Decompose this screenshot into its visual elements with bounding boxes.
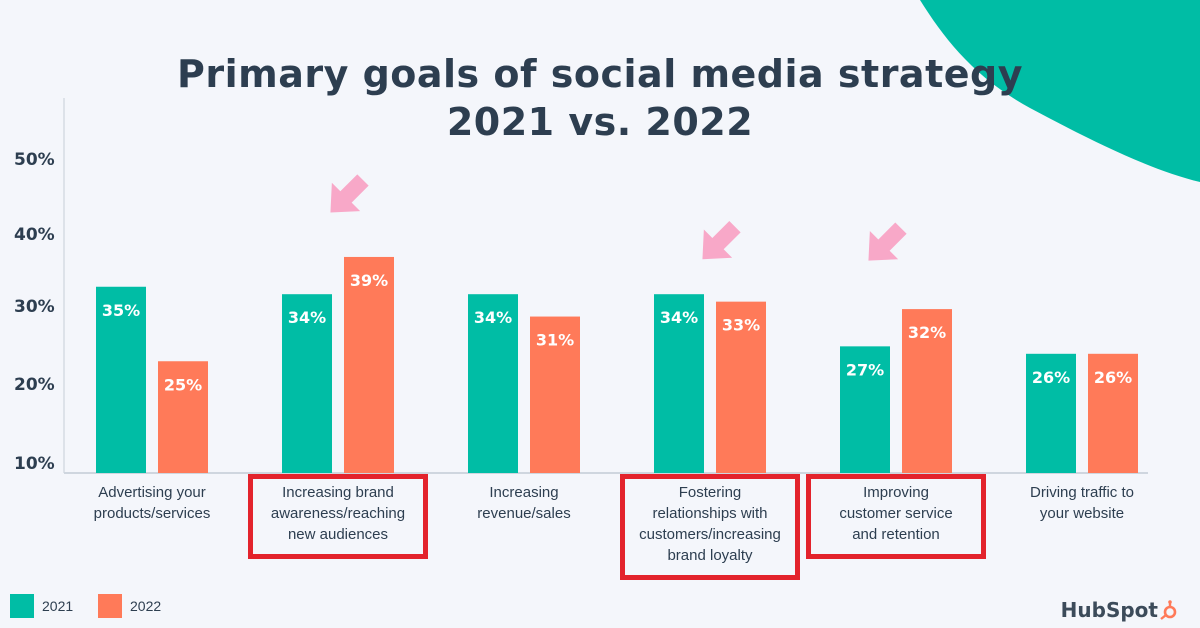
category-label-line: Increasing — [489, 484, 559, 501]
category-label-4: Improving customer service and retention — [806, 482, 986, 545]
bar-2021-0 — [96, 286, 146, 473]
highlight-box-3 — [620, 474, 800, 580]
category-label-line: your website — [1039, 505, 1125, 522]
hubspot-logo: HubSpot — [1061, 598, 1178, 622]
bar-value-label: 32% — [908, 323, 946, 342]
category-label-line: Fostering — [678, 484, 742, 501]
category-label-line: relationships with — [652, 505, 768, 522]
category-label-line: and retention — [852, 526, 940, 543]
pink-arrow-icon — [702, 221, 741, 260]
bar-2021-2 — [468, 294, 518, 473]
chart-title-line-2: 2021 vs. 2022 — [446, 100, 754, 144]
bar-2021-3 — [654, 294, 704, 473]
bar-2022-2 — [530, 316, 580, 473]
category-label-line: brand loyalty — [667, 547, 753, 564]
category-label-line: new audiences — [287, 526, 389, 543]
category-label-line: Advertising your — [98, 484, 206, 501]
sprocket-icon — [1160, 600, 1177, 620]
bar-2022-4 — [902, 309, 952, 473]
chart-title-line-1: Primary goals of social media strategy — [176, 52, 1023, 96]
y-tick-label: 40% — [14, 225, 55, 245]
category-label-line: revenue/sales — [477, 505, 571, 522]
category-label-line: customer service — [839, 505, 953, 522]
bar-value-label: 34% — [288, 308, 326, 327]
bar-value-label: 35% — [102, 301, 140, 320]
bar-2022-1 — [344, 256, 394, 473]
bar-value-label: 26% — [1032, 368, 1070, 387]
bar-value-label: 26% — [1094, 368, 1132, 387]
y-tick-label: 30% — [14, 297, 55, 317]
bar-value-label: 31% — [536, 331, 574, 350]
category-label-0: Advertising your products/services — [62, 482, 242, 524]
bar-value-label: 39% — [350, 271, 388, 290]
bar-value-label: 34% — [660, 308, 698, 327]
bar-value-label: 34% — [474, 308, 512, 327]
category-label-5: Driving traffic to your website — [992, 482, 1172, 524]
category-label-line: awareness/reaching — [270, 505, 406, 522]
legend-label-2021: 2021 — [42, 598, 74, 614]
bar-value-label: 33% — [722, 316, 760, 335]
bar-2022-5 — [1088, 353, 1138, 473]
legend-swatch-2022 — [98, 594, 122, 618]
category-label-line: Improving — [863, 484, 929, 501]
bar-2021-1 — [282, 294, 332, 473]
legend-item-2022: 2022 — [98, 594, 161, 618]
category-label-line: products/services — [93, 505, 211, 522]
bar-2022-0 — [158, 361, 208, 473]
legend-swatch-2021 — [10, 594, 34, 618]
y-tick-label: 50% — [14, 150, 55, 170]
bar-2022-3 — [716, 301, 766, 473]
bar-2021-4 — [840, 346, 890, 473]
category-label-line: Driving traffic to — [1030, 484, 1134, 501]
y-tick-label: 20% — [14, 375, 55, 395]
pink-arrow-icon — [868, 222, 907, 261]
bar-value-label: 27% — [846, 360, 884, 379]
legend-label-2022: 2022 — [130, 598, 162, 614]
pink-arrow-icon — [330, 174, 369, 213]
bar-value-label: 25% — [164, 375, 202, 394]
logo-text: HubSpot — [1060, 598, 1158, 622]
bar-2021-5 — [1026, 353, 1076, 473]
category-label-line: Increasing brand — [282, 484, 394, 501]
category-label-1: Increasing brand awareness/reaching new au… — [248, 482, 428, 545]
highlight-box-1 — [248, 474, 428, 559]
legend-item-2021: 2021 — [10, 594, 73, 618]
category-label-line: customers/increasing — [639, 526, 781, 543]
y-tick-label: 10% — [14, 454, 55, 474]
highlight-box-4 — [806, 474, 986, 559]
category-label-2: Increasing revenue/sales — [434, 482, 614, 524]
category-label-3: Fostering relationships with customers/inc… — [620, 482, 800, 566]
